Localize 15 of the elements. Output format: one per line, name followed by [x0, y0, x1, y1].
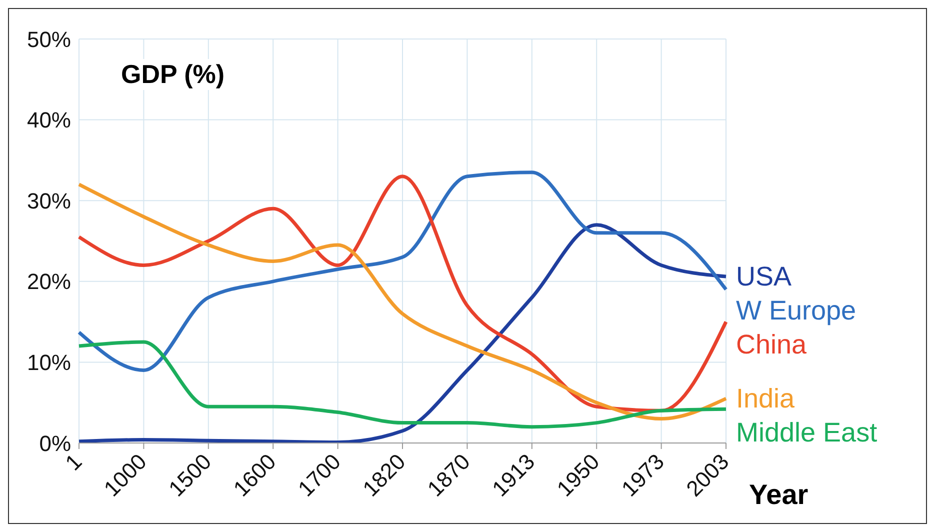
line-series — [77, 340, 728, 429]
series-label: W Europe — [736, 295, 856, 326]
x-axis-title: Year — [749, 479, 808, 511]
line-series — [77, 170, 728, 372]
y-tick-label: 40% — [26, 108, 71, 133]
y-axis-title: GDP (%) — [121, 59, 225, 90]
series-label: China — [736, 329, 808, 360]
series-label: India — [736, 384, 796, 414]
y-tick-label: 50% — [26, 26, 71, 52]
y-tick-label: 0% — [39, 430, 71, 456]
y-tick-label: 20% — [26, 269, 71, 294]
series-label: Middle East — [736, 418, 878, 448]
y-tick-label: 30% — [26, 188, 71, 214]
y-tick-label: 10% — [26, 350, 71, 376]
series-label: USA — [736, 262, 792, 292]
